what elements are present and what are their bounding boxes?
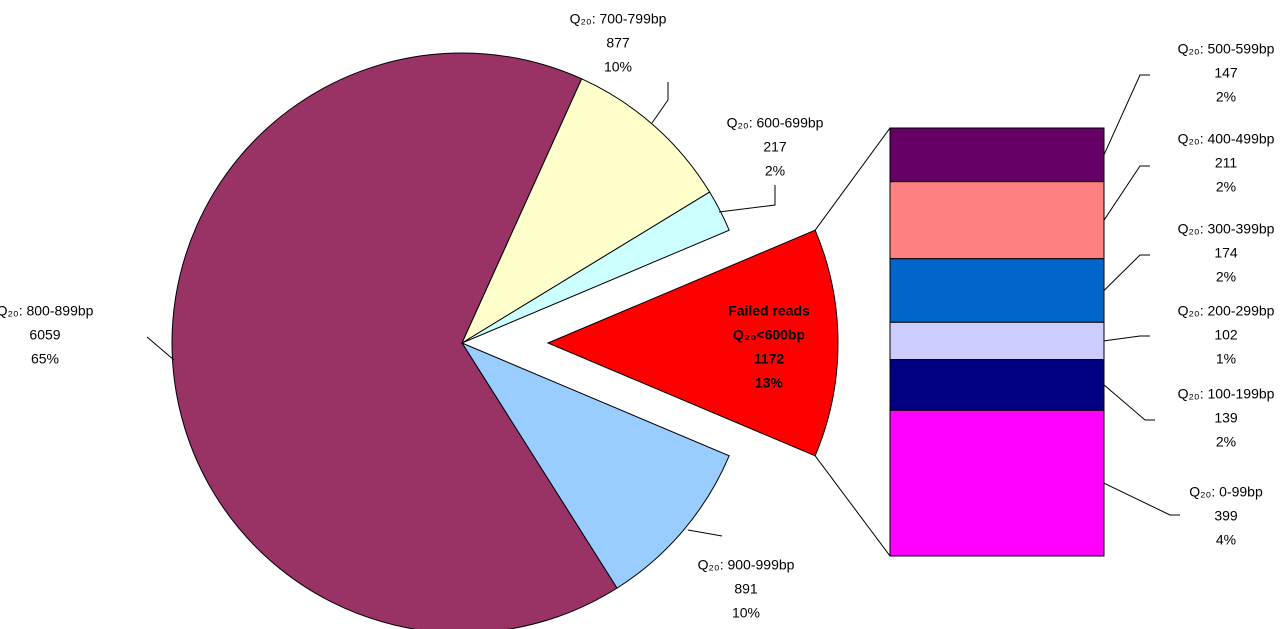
slice-percent: 10%: [604, 59, 632, 75]
pie-slice: [546, 229, 839, 457]
segment-percent: 2%: [1216, 434, 1236, 450]
segment-value: 147: [1214, 65, 1238, 81]
bar-segment: [889, 258, 1105, 323]
segment-percent: 2%: [1216, 179, 1236, 195]
segment-label: Q₂₀: 400-499bp: [1178, 131, 1275, 147]
bar-segment: [889, 127, 1105, 183]
slice-label: Q₂₀: 700-799bp: [570, 11, 667, 27]
slice-percent: 13%: [755, 375, 784, 391]
segment-value: 174: [1214, 245, 1238, 261]
segment-value: 139: [1214, 410, 1238, 426]
segment-percent: 1%: [1216, 351, 1236, 367]
leader-line: [1103, 74, 1150, 156]
slice-label: Q₂₀<600bp: [733, 327, 805, 343]
slice-label: Q₂₀: 800-899bp: [0, 303, 94, 319]
segment-value: 211: [1215, 155, 1238, 171]
leader-line: [651, 82, 669, 124]
slice-value: 1172: [754, 351, 785, 367]
slice-label: Failed reads: [728, 303, 810, 319]
leader-line: [687, 529, 723, 537]
connector: [814, 127, 891, 231]
slice-label: Q₂₀: 600-699bp: [727, 115, 824, 131]
segment-label: Q₂₀: 0-99bp: [1189, 484, 1263, 500]
segment-label: Q₂₀: 300-399bp: [1178, 221, 1275, 237]
connector: [814, 455, 891, 557]
leader-line: [1103, 384, 1155, 421]
slice-value: 6059: [29, 327, 60, 343]
bar-segment: [889, 321, 1105, 361]
segment-label: Q₂₀: 100-199bp: [1178, 386, 1275, 402]
segment-label: Q₂₀: 500-599bp: [1178, 41, 1275, 57]
pie-slice: [460, 341, 730, 589]
leader-line: [718, 185, 776, 213]
segment-value: 399: [1214, 508, 1238, 524]
leader-line: [1103, 335, 1150, 342]
segment-percent: 2%: [1216, 89, 1236, 105]
pie-slice: [171, 52, 618, 629]
leader-line: [1103, 165, 1150, 221]
slice-percent: 2%: [765, 163, 785, 179]
pie-slice: [461, 191, 730, 344]
segment-value: 102: [1214, 327, 1238, 343]
segment-label: Q₂₀: 200-299bp: [1178, 303, 1275, 319]
slice-value: 217: [763, 139, 787, 155]
segment-percent: 2%: [1216, 269, 1236, 285]
slice-value: 891: [734, 581, 758, 597]
bar-segment: [889, 359, 1105, 411]
leader-line: [1103, 254, 1150, 291]
pie-slice: [460, 78, 711, 345]
bar-segment: [889, 409, 1105, 557]
bar-segment: [889, 181, 1105, 260]
slice-percent: 10%: [732, 605, 760, 621]
slice-label: Q₂₀: 900-999bp: [698, 557, 795, 573]
slice-value: 877: [606, 35, 630, 51]
slice-percent: 65%: [31, 351, 59, 367]
segment-percent: 4%: [1216, 532, 1236, 548]
leader-line: [1103, 482, 1180, 516]
leader-line: [146, 336, 175, 361]
